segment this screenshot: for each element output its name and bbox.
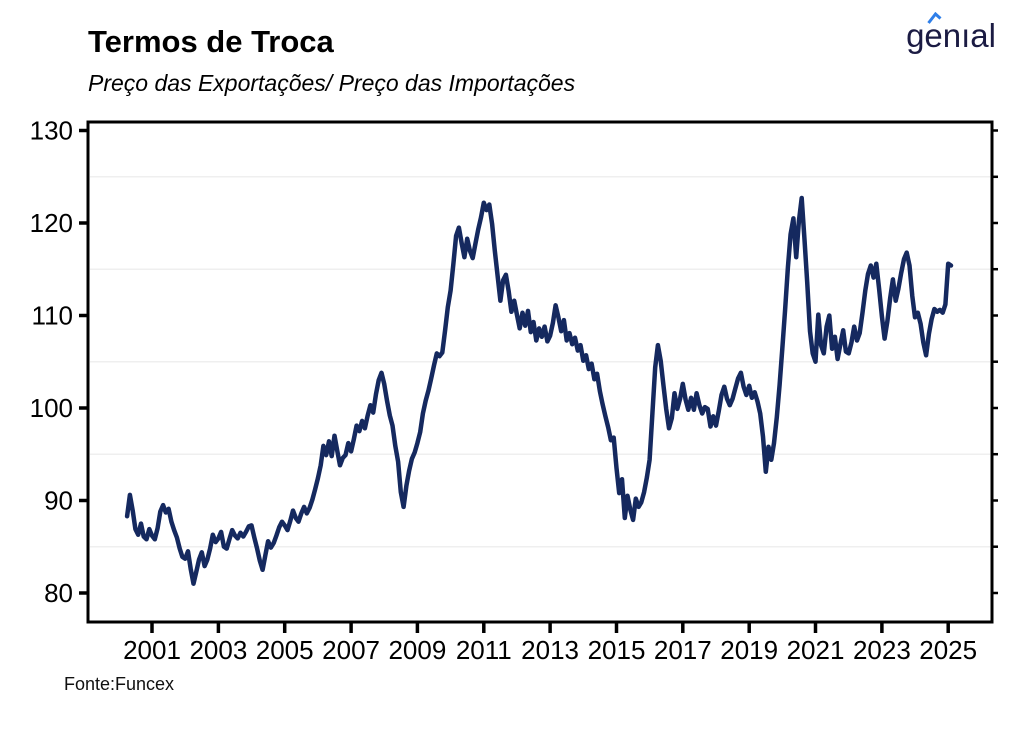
x-tick-label: 2007 (322, 635, 380, 665)
chart-title: Termos de Troca (88, 24, 334, 59)
x-tick-label: 2015 (588, 635, 646, 665)
y-tick-label: 100 (30, 393, 73, 423)
y-tick-label: 130 (30, 116, 73, 146)
x-tick-label: 2025 (919, 635, 977, 665)
chart-subtitle: Preço das Exportações/ Preço das Importa… (88, 70, 576, 96)
x-tick-label: 2009 (388, 635, 446, 665)
y-axis: 80 90 100 110 120 130 (30, 116, 87, 608)
x-axis: 2001 2003 2005 2007 2009 2011 2013 2015 2017 2019… (123, 623, 977, 665)
right-axis-ticks (993, 129, 998, 595)
x-tick-label: 2005 (256, 635, 314, 665)
logo-text: genıal (906, 17, 996, 54)
x-tick-label: 2023 (853, 635, 911, 665)
minor-gridlines (90, 176, 990, 548)
x-tick-label: 2001 (123, 635, 181, 665)
y-tick-label: 110 (32, 301, 73, 331)
plot-border (86, 120, 994, 624)
x-tick-label: 2003 (189, 635, 247, 665)
x-tick-label: 2013 (521, 635, 579, 665)
x-tick-label: 2011 (456, 635, 512, 665)
terms-of-trade-line (124, 195, 954, 586)
y-tick-label: 120 (30, 208, 73, 238)
source-note: Fonte:Funcex (64, 674, 175, 694)
x-tick-label: 2021 (787, 635, 845, 665)
genial-logo: genıal (906, 12, 996, 58)
y-tick-label: 90 (44, 486, 73, 516)
x-tick-label: 2017 (654, 635, 712, 665)
y-tick-label: 80 (44, 578, 73, 608)
logo-caret-icon (927, 12, 942, 24)
x-tick-label: 2019 (720, 635, 778, 665)
